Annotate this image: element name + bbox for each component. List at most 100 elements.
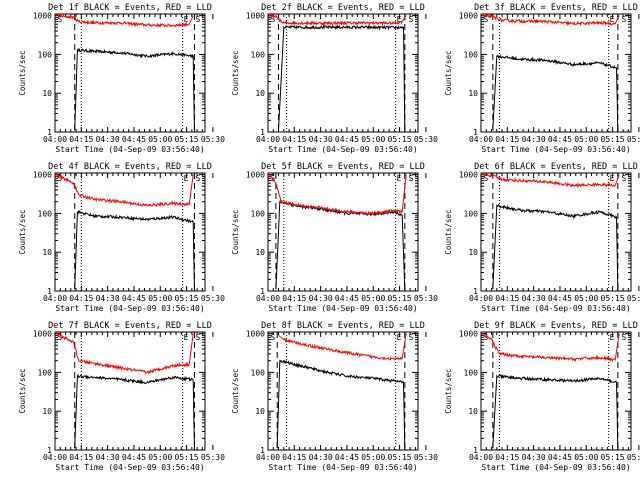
marker-label: S [57,174,62,183]
x-tick-label: 05:15 [388,135,412,144]
x-tick-label: 04:15 [495,453,519,462]
x-tick-label: 04:15 [495,294,519,303]
y-tick-label: 1000 [246,12,265,21]
y-tick-label: 100 [251,368,266,377]
x-tick-label: 04:45 [548,453,572,462]
marker-label: E [610,333,615,342]
marker-label: E [610,174,615,183]
marker-label: E [184,15,189,24]
marker-label: E [397,15,402,24]
marker-label: S [621,174,626,183]
x-tick-label: 05:30 [201,135,225,144]
x-tick-label: 04:30 [309,453,333,462]
x-axis-label: Start Time (04-Sep-09 03:56:40) [268,463,417,472]
marker-label: S [270,15,275,24]
x-tick-label: 04:00 [256,294,280,303]
plot-frame [54,13,206,133]
x-tick-label: 04:30 [522,453,546,462]
x-tick-label: 04:30 [309,135,333,144]
x-tick-label: 04:45 [122,294,146,303]
x-tick-label: 04:15 [495,135,519,144]
x-tick-label: 04:15 [282,453,306,462]
x-tick-label: 04:15 [69,294,93,303]
series-line-lld [268,14,407,27]
marker-label: S [57,15,62,24]
y-tick-label: 1000 [459,171,478,180]
x-tick-label: 04:45 [122,135,146,144]
y-tick-label: 10 [255,248,265,257]
x-axis-label: Start Time (04-Sep-09 03:56:40) [55,145,204,154]
x-tick-label: 04:30 [309,294,333,303]
chart-panel-1: Det 1f BLACK = Events, RED = LLD 1 10 100 10… [18,3,225,154]
series-line-events [492,374,619,451]
series-line-lld [481,13,620,27]
y-tick-label: 1 [473,446,478,455]
y-tick-label: 1 [47,287,52,296]
chart-title: Det 2f BLACK = Events, RED = LLD [261,3,425,13]
x-tick-label: 04:15 [282,135,306,144]
y-tick-label: 1 [47,446,52,455]
chart-panel-7: Det 7f BLACK = Events, RED = LLD 1 10 100 10… [18,321,225,472]
y-tick-label: 10 [42,248,52,257]
x-axis-label: Start Time (04-Sep-09 03:56:40) [55,304,204,313]
x-tick-label: 05:30 [414,135,438,144]
marker-label: E [397,333,402,342]
x-axis-label: Start Time (04-Sep-09 03:56:40) [55,463,204,472]
marker-label: S [195,15,200,24]
x-tick-label: 05:00 [574,294,598,303]
chart-title: Det 8f BLACK = Events, RED = LLD [261,321,425,331]
y-tick-label: 100 [251,50,266,59]
x-axis-label: Start Time (04-Sep-09 03:56:40) [481,304,630,313]
x-tick-label: 04:00 [43,294,67,303]
series-line-events [74,48,195,133]
y-axis-label: Counts/sec [231,368,240,413]
x-tick-label: 04:30 [96,135,120,144]
x-axis-label: Start Time (04-Sep-09 03:56:40) [268,145,417,154]
y-tick-label: 1000 [33,171,52,180]
x-tick-label: 04:30 [522,294,546,303]
x-tick-label: 05:15 [175,294,199,303]
x-tick-label: 04:45 [335,294,359,303]
y-tick-label: 100 [464,368,479,377]
chart-panel-6: Det 6f BLACK = Events, RED = LLD 1 10 100 10… [444,162,640,313]
y-tick-label: 100 [251,209,266,218]
series-line-events [492,53,619,133]
x-tick-label: 05:00 [574,453,598,462]
marker-label: S [408,15,413,24]
y-tick-label: 1000 [459,330,478,339]
x-tick-label: 04:15 [69,453,93,462]
series-line-lld [268,174,407,216]
y-axis-label: Counts/sec [231,50,240,95]
x-tick-label: 05:30 [627,135,640,144]
marker-label: E [184,333,189,342]
plot-frame [267,13,419,133]
y-tick-label: 100 [38,209,53,218]
y-tick-label: 10 [255,407,265,416]
series-line-lld [482,172,620,188]
marker-label: S [270,333,275,342]
chart-panel-9: Det 9f BLACK = Events, RED = LLD 1 10 100 10… [444,321,640,472]
chart-panel-8: Det 8f BLACK = Events, RED = LLD 1 10 100 10… [231,321,438,472]
x-tick-label: 05:00 [361,294,385,303]
x-tick-label: 04:15 [69,135,93,144]
marker-label: S [483,174,488,183]
y-tick-label: 1 [260,287,265,296]
y-tick-label: 10 [468,248,478,257]
x-tick-label: 04:45 [335,453,359,462]
x-axis-label: Start Time (04-Sep-09 03:56:40) [268,304,417,313]
chart-title: Det 6f BLACK = Events, RED = LLD [474,162,638,172]
x-tick-label: 04:30 [96,294,120,303]
y-tick-label: 1000 [246,330,265,339]
x-tick-label: 04:00 [469,294,493,303]
x-tick-label: 04:00 [469,453,493,462]
y-axis-label: Counts/sec [18,209,27,254]
series-line-events [74,373,195,451]
series-line-events [278,24,406,133]
x-tick-label: 04:45 [548,135,572,144]
y-tick-label: 10 [468,407,478,416]
series-line-events [492,203,619,292]
x-tick-label: 05:30 [414,453,438,462]
x-tick-label: 04:00 [256,453,280,462]
x-tick-label: 05:30 [627,294,640,303]
